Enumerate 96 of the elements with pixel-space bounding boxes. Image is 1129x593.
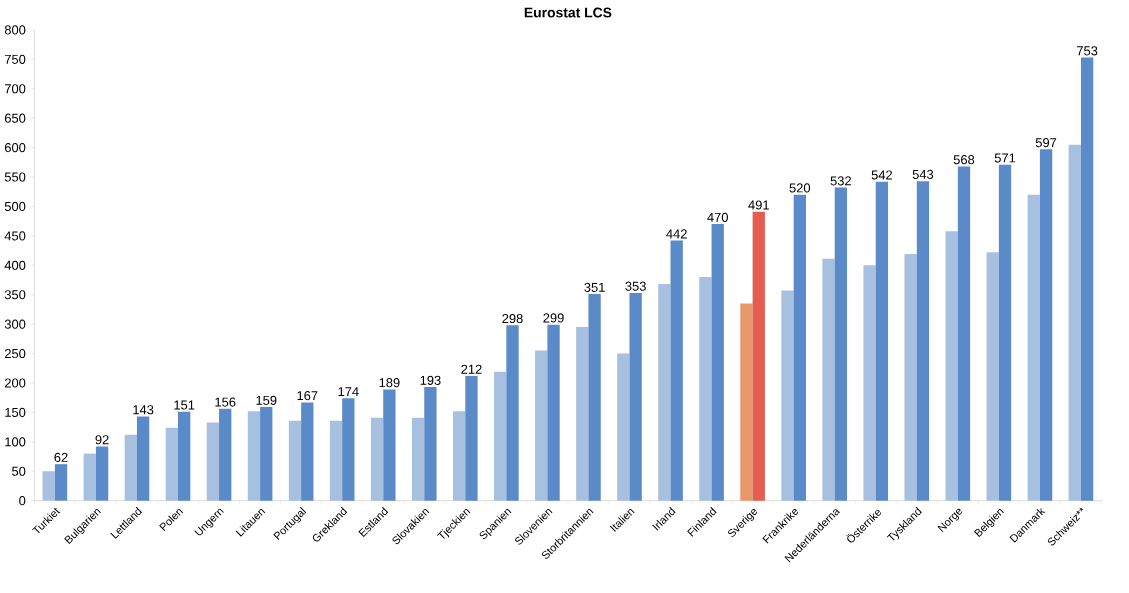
- y-tick-label: 250: [4, 348, 26, 358]
- data-label: 491: [748, 200, 769, 210]
- y-tick-label: 300: [4, 319, 26, 329]
- bar: [998, 164, 1012, 501]
- bar: [617, 353, 630, 501]
- data-label: 159: [256, 395, 277, 405]
- bar: [588, 293, 601, 501]
- data-label: 597: [1035, 137, 1057, 147]
- bar: [42, 471, 55, 501]
- data-label: 92: [95, 434, 109, 445]
- bar: [506, 325, 519, 501]
- bar: [1068, 144, 1081, 501]
- bar: [629, 292, 642, 501]
- chart-title: Eurostat LCS: [524, 7, 612, 18]
- bar: [83, 453, 96, 501]
- y-tick-label: 200: [4, 378, 26, 388]
- y-tick-label: 500: [4, 201, 26, 211]
- data-label: 193: [420, 375, 441, 385]
- bar: [301, 402, 314, 501]
- bar: [494, 371, 507, 501]
- bar: [288, 420, 302, 501]
- bar: [1080, 57, 1094, 501]
- data-label: 520: [789, 183, 811, 193]
- bar: [411, 417, 425, 501]
- bar: [465, 375, 478, 501]
- data-label: 156: [215, 397, 236, 407]
- data-label: 299: [543, 313, 564, 323]
- y-tick-label: 0: [19, 495, 26, 506]
- bar: [178, 411, 191, 501]
- bar: [670, 240, 683, 501]
- bar: [945, 230, 958, 501]
- bar: [699, 276, 712, 501]
- bar: [834, 187, 848, 501]
- data-label: 753: [1077, 46, 1098, 56]
- bar: [875, 181, 889, 501]
- bar: [781, 290, 794, 501]
- bar: [329, 420, 343, 501]
- bar: [658, 283, 671, 501]
- bar: [1027, 194, 1040, 501]
- y-tick-label: 400: [4, 260, 26, 270]
- data-label: 351: [584, 282, 605, 292]
- bar: [711, 223, 724, 501]
- data-label: 353: [625, 281, 646, 291]
- bar: [957, 166, 971, 501]
- bar: [904, 253, 917, 501]
- bar: [95, 446, 109, 501]
- data-label: 543: [912, 169, 934, 179]
- data-label: 568: [953, 154, 975, 165]
- bar: [547, 324, 560, 501]
- data-label: 298: [502, 313, 523, 323]
- y-tick-label: 600: [4, 142, 26, 152]
- data-label: 442: [666, 229, 687, 239]
- bar: [165, 427, 178, 501]
- y-tick-label: 750: [4, 54, 26, 64]
- bar: [535, 350, 548, 501]
- bar: [752, 211, 765, 501]
- y-tick-label: 450: [4, 231, 26, 241]
- bar: [383, 389, 396, 501]
- y-tick-label: 800: [4, 25, 26, 35]
- bar: [916, 180, 930, 501]
- y-tick-label: 100: [5, 437, 26, 447]
- bar: [206, 422, 220, 501]
- bar: [136, 416, 150, 501]
- data-label: 143: [133, 404, 154, 415]
- bar: [54, 463, 68, 501]
- bar: [986, 252, 999, 501]
- bar: [740, 303, 753, 501]
- data-label: 532: [830, 176, 851, 186]
- bar: [793, 194, 806, 501]
- bar: [219, 408, 232, 501]
- bar: [260, 406, 273, 501]
- bar: [424, 386, 437, 501]
- y-tick-label: 650: [4, 113, 26, 123]
- y-tick-label: 150: [5, 407, 26, 417]
- y-tick-label: 700: [4, 83, 26, 94]
- bar: [124, 434, 137, 501]
- data-label: 167: [297, 390, 318, 400]
- bar: [452, 411, 466, 501]
- data-label: 151: [174, 400, 195, 410]
- data-label: 571: [994, 153, 1016, 163]
- bar: [370, 417, 384, 501]
- data-label: 189: [379, 377, 400, 388]
- data-label: 62: [54, 452, 68, 462]
- bar: [822, 258, 835, 501]
- bar: [576, 326, 589, 501]
- bar: [247, 411, 261, 501]
- data-label: 212: [461, 364, 482, 374]
- data-label: 470: [707, 212, 728, 222]
- y-tick-label: 350: [4, 289, 26, 300]
- y-tick-label: 550: [4, 172, 26, 182]
- bar: [342, 398, 355, 501]
- bar: [1039, 149, 1053, 501]
- data-label: 174: [338, 386, 359, 396]
- y-tick-label: 50: [12, 466, 26, 476]
- data-label: 542: [871, 170, 893, 180]
- bar: [863, 265, 876, 501]
